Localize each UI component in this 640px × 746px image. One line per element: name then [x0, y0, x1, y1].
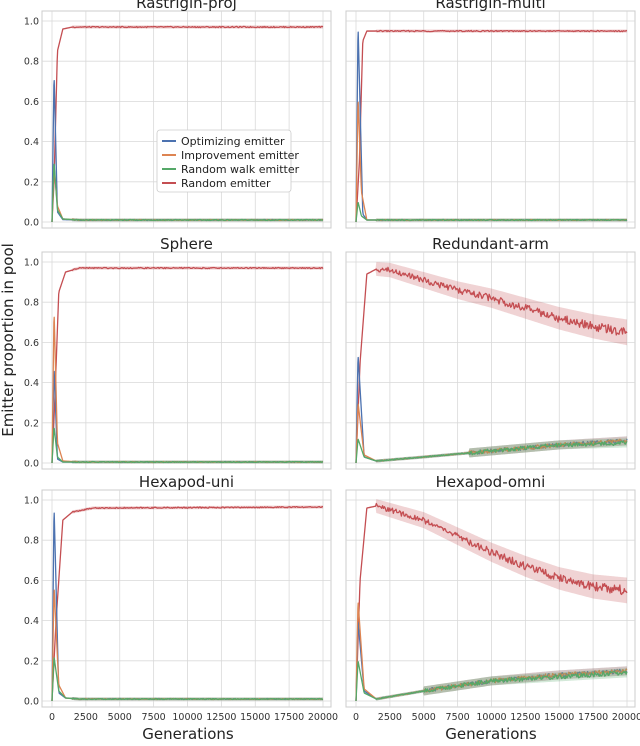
x-tick-label: 20000	[308, 712, 338, 723]
y-tick-label: 0.0	[24, 697, 39, 708]
series-line	[51, 25, 324, 223]
x-tick-label: 5000	[108, 712, 132, 723]
series-random-walk-emitter	[51, 163, 324, 223]
x-tick-label: 17500	[578, 712, 608, 723]
x-axis-label-left: Generations	[142, 725, 234, 743]
legend-label: Random walk emitter	[181, 163, 300, 176]
confidence-band	[356, 403, 627, 464]
series-line	[355, 438, 628, 464]
series-line	[355, 266, 628, 464]
x-tick-label: 12500	[206, 712, 236, 723]
plot-area	[41, 10, 332, 229]
plot-area	[345, 10, 636, 229]
series-line	[51, 163, 324, 223]
legend-label: Random emitter	[181, 177, 271, 190]
y-tick-label: 0.6	[24, 338, 39, 349]
x-tick-label: 15000	[240, 712, 270, 723]
series-random-emitter	[51, 25, 324, 223]
y-tick-label: 0.2	[24, 656, 39, 667]
x-tick-label: 0	[49, 712, 55, 723]
panel-title: Hexapod-uni	[139, 473, 234, 491]
panel-title: Redundant-arm	[432, 235, 549, 253]
series-line	[51, 427, 324, 464]
series-random-emitter	[355, 262, 628, 464]
x-tick-label: 0	[353, 712, 359, 723]
x-tick-label: 2500	[378, 712, 402, 723]
panel-rastrigin-multi: Rastrigin-multi	[345, 0, 636, 229]
y-tick-label: 0.6	[24, 97, 39, 108]
panel-title: Rastrigin-multi	[435, 0, 545, 12]
panel-hexapod-uni: Hexapod-uni 0.0 0.2 0.4 0.6 0.8 1.0 0 2500 5000 75…	[24, 473, 338, 723]
y-tick-label: 0.6	[24, 576, 39, 587]
confidence-band	[356, 602, 627, 702]
series-line	[355, 201, 628, 223]
series-random-walk-emitter	[355, 201, 628, 223]
x-tick-label: 2500	[74, 712, 98, 723]
series-random-emitter	[355, 499, 628, 702]
x-tick-label: 7500	[142, 712, 166, 723]
y-tick-label: 0.0	[24, 218, 39, 229]
x-tick-label: 5000	[412, 712, 436, 723]
series-random-walk-emitter	[355, 660, 628, 702]
x-tick-label: 20000	[612, 712, 640, 723]
x-tick-label: 7500	[446, 712, 470, 723]
y-tick-label: 1.0	[24, 17, 39, 28]
x-tick-label: 17500	[274, 712, 304, 723]
x-tick-label: 15000	[544, 712, 574, 723]
series-line	[51, 266, 324, 464]
x-tick-label: 10000	[476, 712, 506, 723]
y-tick-label: 1.0	[24, 258, 39, 269]
y-tick-label: 0.2	[24, 177, 39, 188]
series-random-emitter	[51, 266, 324, 464]
panel-title: Rastrigin-proj	[136, 0, 237, 12]
y-tick-label: 0.4	[24, 378, 39, 389]
plot-area	[345, 489, 636, 708]
legend-label: Improvement emitter	[181, 149, 299, 162]
y-tick-label: 0.2	[24, 418, 39, 429]
panel-hexapod-omni: Hexapod-omni 0 2500 5000 7500 10000 12500 15000…	[345, 473, 640, 723]
y-axis-label: Emitter proportion in pool	[0, 243, 17, 437]
series-line	[51, 505, 324, 702]
confidence-band	[356, 262, 627, 464]
y-tick-label: 0.4	[24, 137, 39, 148]
y-tick-label: 0.0	[24, 459, 39, 470]
plot-area	[41, 489, 332, 708]
panel-title: Sphere	[160, 235, 213, 253]
series-random-walk-emitter	[51, 427, 324, 464]
panel-rastrigin-proj: Rastrigin-proj 0.0 0.2 0.4 0.6 0.8 1.0 Optimizi…	[24, 0, 332, 229]
legend-box	[156, 129, 292, 193]
y-tick-label: 0.8	[24, 298, 39, 309]
plot-area	[345, 251, 636, 470]
y-tick-label: 1.0	[24, 496, 39, 507]
x-tick-label: 12500	[510, 712, 540, 723]
panel-sphere: Sphere 0.0 0.2 0.4 0.6 0.8 1.0	[24, 235, 332, 470]
y-tick-label: 0.4	[24, 616, 39, 627]
y-tick-label: 0.8	[24, 536, 39, 547]
x-tick-label: 10000	[172, 712, 202, 723]
plot-area	[41, 251, 332, 470]
x-axis-label-right: Generations	[445, 725, 537, 743]
panel-redundant-arm: Redundant-arm	[345, 235, 636, 470]
series-random-emitter	[355, 29, 628, 223]
series-line	[355, 502, 628, 702]
legend-label: Optimizing emitter	[181, 135, 285, 148]
series-random-emitter	[51, 505, 324, 702]
panels: Rastrigin-proj 0.0 0.2 0.4 0.6 0.8 1.0 Optimizi…	[24, 0, 640, 723]
panel-title: Hexapod-omni	[436, 473, 546, 491]
series-line	[51, 657, 324, 702]
series-random-walk-emitter	[355, 438, 628, 464]
series-random-walk-emitter	[51, 657, 324, 702]
series-line	[355, 29, 628, 223]
series-line	[355, 661, 628, 702]
y-tick-label: 0.8	[24, 57, 39, 68]
